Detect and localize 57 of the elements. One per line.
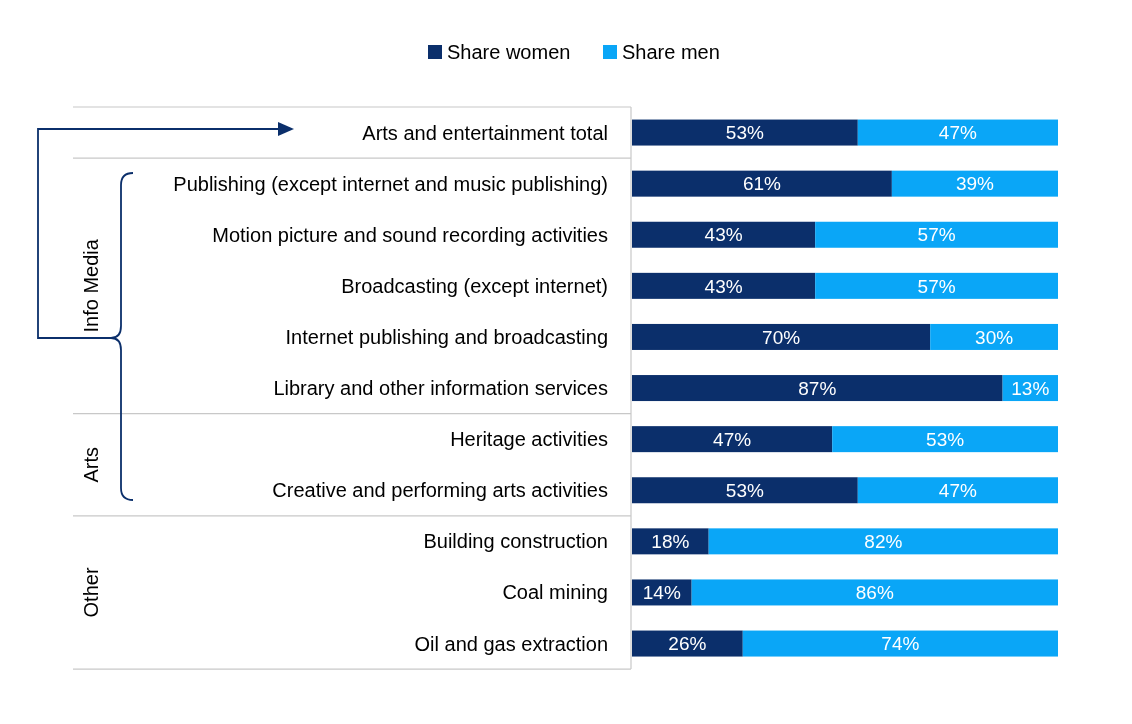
y-tick-label: Motion picture and sound recording activities	[212, 223, 608, 246]
data-label: 18%	[651, 531, 690, 552]
bar	[632, 630, 743, 657]
data-label: 53%	[926, 428, 965, 450]
y-tick-label: Arts and entertainment total	[362, 121, 608, 144]
data-label: 53%	[725, 122, 765, 144]
data-label: 57%	[917, 275, 956, 297]
bar	[632, 221, 816, 248]
y-tick-label: Oil and gas extraction	[414, 632, 608, 655]
data-label: 39%	[955, 173, 995, 195]
bar	[832, 426, 1058, 453]
data-label: 70%	[762, 326, 801, 348]
data-label: 14%	[642, 582, 681, 604]
bar	[632, 375, 1003, 402]
bar	[632, 272, 816, 299]
y-tick-label: Building construction	[423, 530, 608, 553]
data-label: 61%	[742, 173, 782, 195]
bar	[632, 323, 931, 350]
legend-label: Share women	[447, 41, 571, 63]
bar	[815, 221, 1058, 248]
data-label: 87%	[798, 377, 837, 399]
text: Arts	[80, 446, 102, 483]
y-tick-label: Library and other information services	[273, 377, 608, 400]
y-tick-label: Heritage activities	[450, 428, 608, 451]
data-label: 47%	[938, 479, 978, 501]
bar	[708, 528, 1058, 555]
y-tick-label: Creative and performing arts activities	[272, 479, 608, 502]
bar	[632, 477, 858, 504]
data-label: 74%	[881, 633, 920, 655]
bar	[632, 119, 858, 146]
data-label: 82%	[864, 531, 903, 552]
legend-label: Share men	[622, 41, 720, 63]
y-tick-label: Publishing (except internet and music publishing)	[173, 172, 608, 195]
bar	[930, 323, 1058, 350]
data-label: 47%	[938, 122, 978, 144]
data-label: 57%	[917, 224, 956, 246]
data-label: 86%	[855, 582, 894, 604]
bar	[691, 579, 1058, 606]
bar	[742, 630, 1058, 657]
data-label: 53%	[725, 479, 765, 501]
data-label: 43%	[704, 275, 743, 297]
data-label: 13%	[1011, 377, 1050, 399]
bar	[857, 477, 1058, 504]
data-label: 30%	[975, 326, 1014, 348]
bar	[891, 170, 1058, 197]
bar	[815, 272, 1058, 299]
bar	[632, 426, 833, 453]
y-tick-label: Internet publishing and broadcasting	[285, 325, 608, 348]
text: Other	[80, 567, 102, 618]
data-label: 43%	[704, 224, 743, 246]
y-tick-label: Coal mining	[502, 581, 608, 604]
data-label: 26%	[668, 633, 707, 655]
text: Info Media	[80, 238, 102, 333]
y-tick-label: Broadcasting (except internet)	[341, 274, 608, 297]
data-label: 47%	[713, 428, 752, 450]
bar	[857, 119, 1058, 146]
bar	[632, 170, 892, 197]
